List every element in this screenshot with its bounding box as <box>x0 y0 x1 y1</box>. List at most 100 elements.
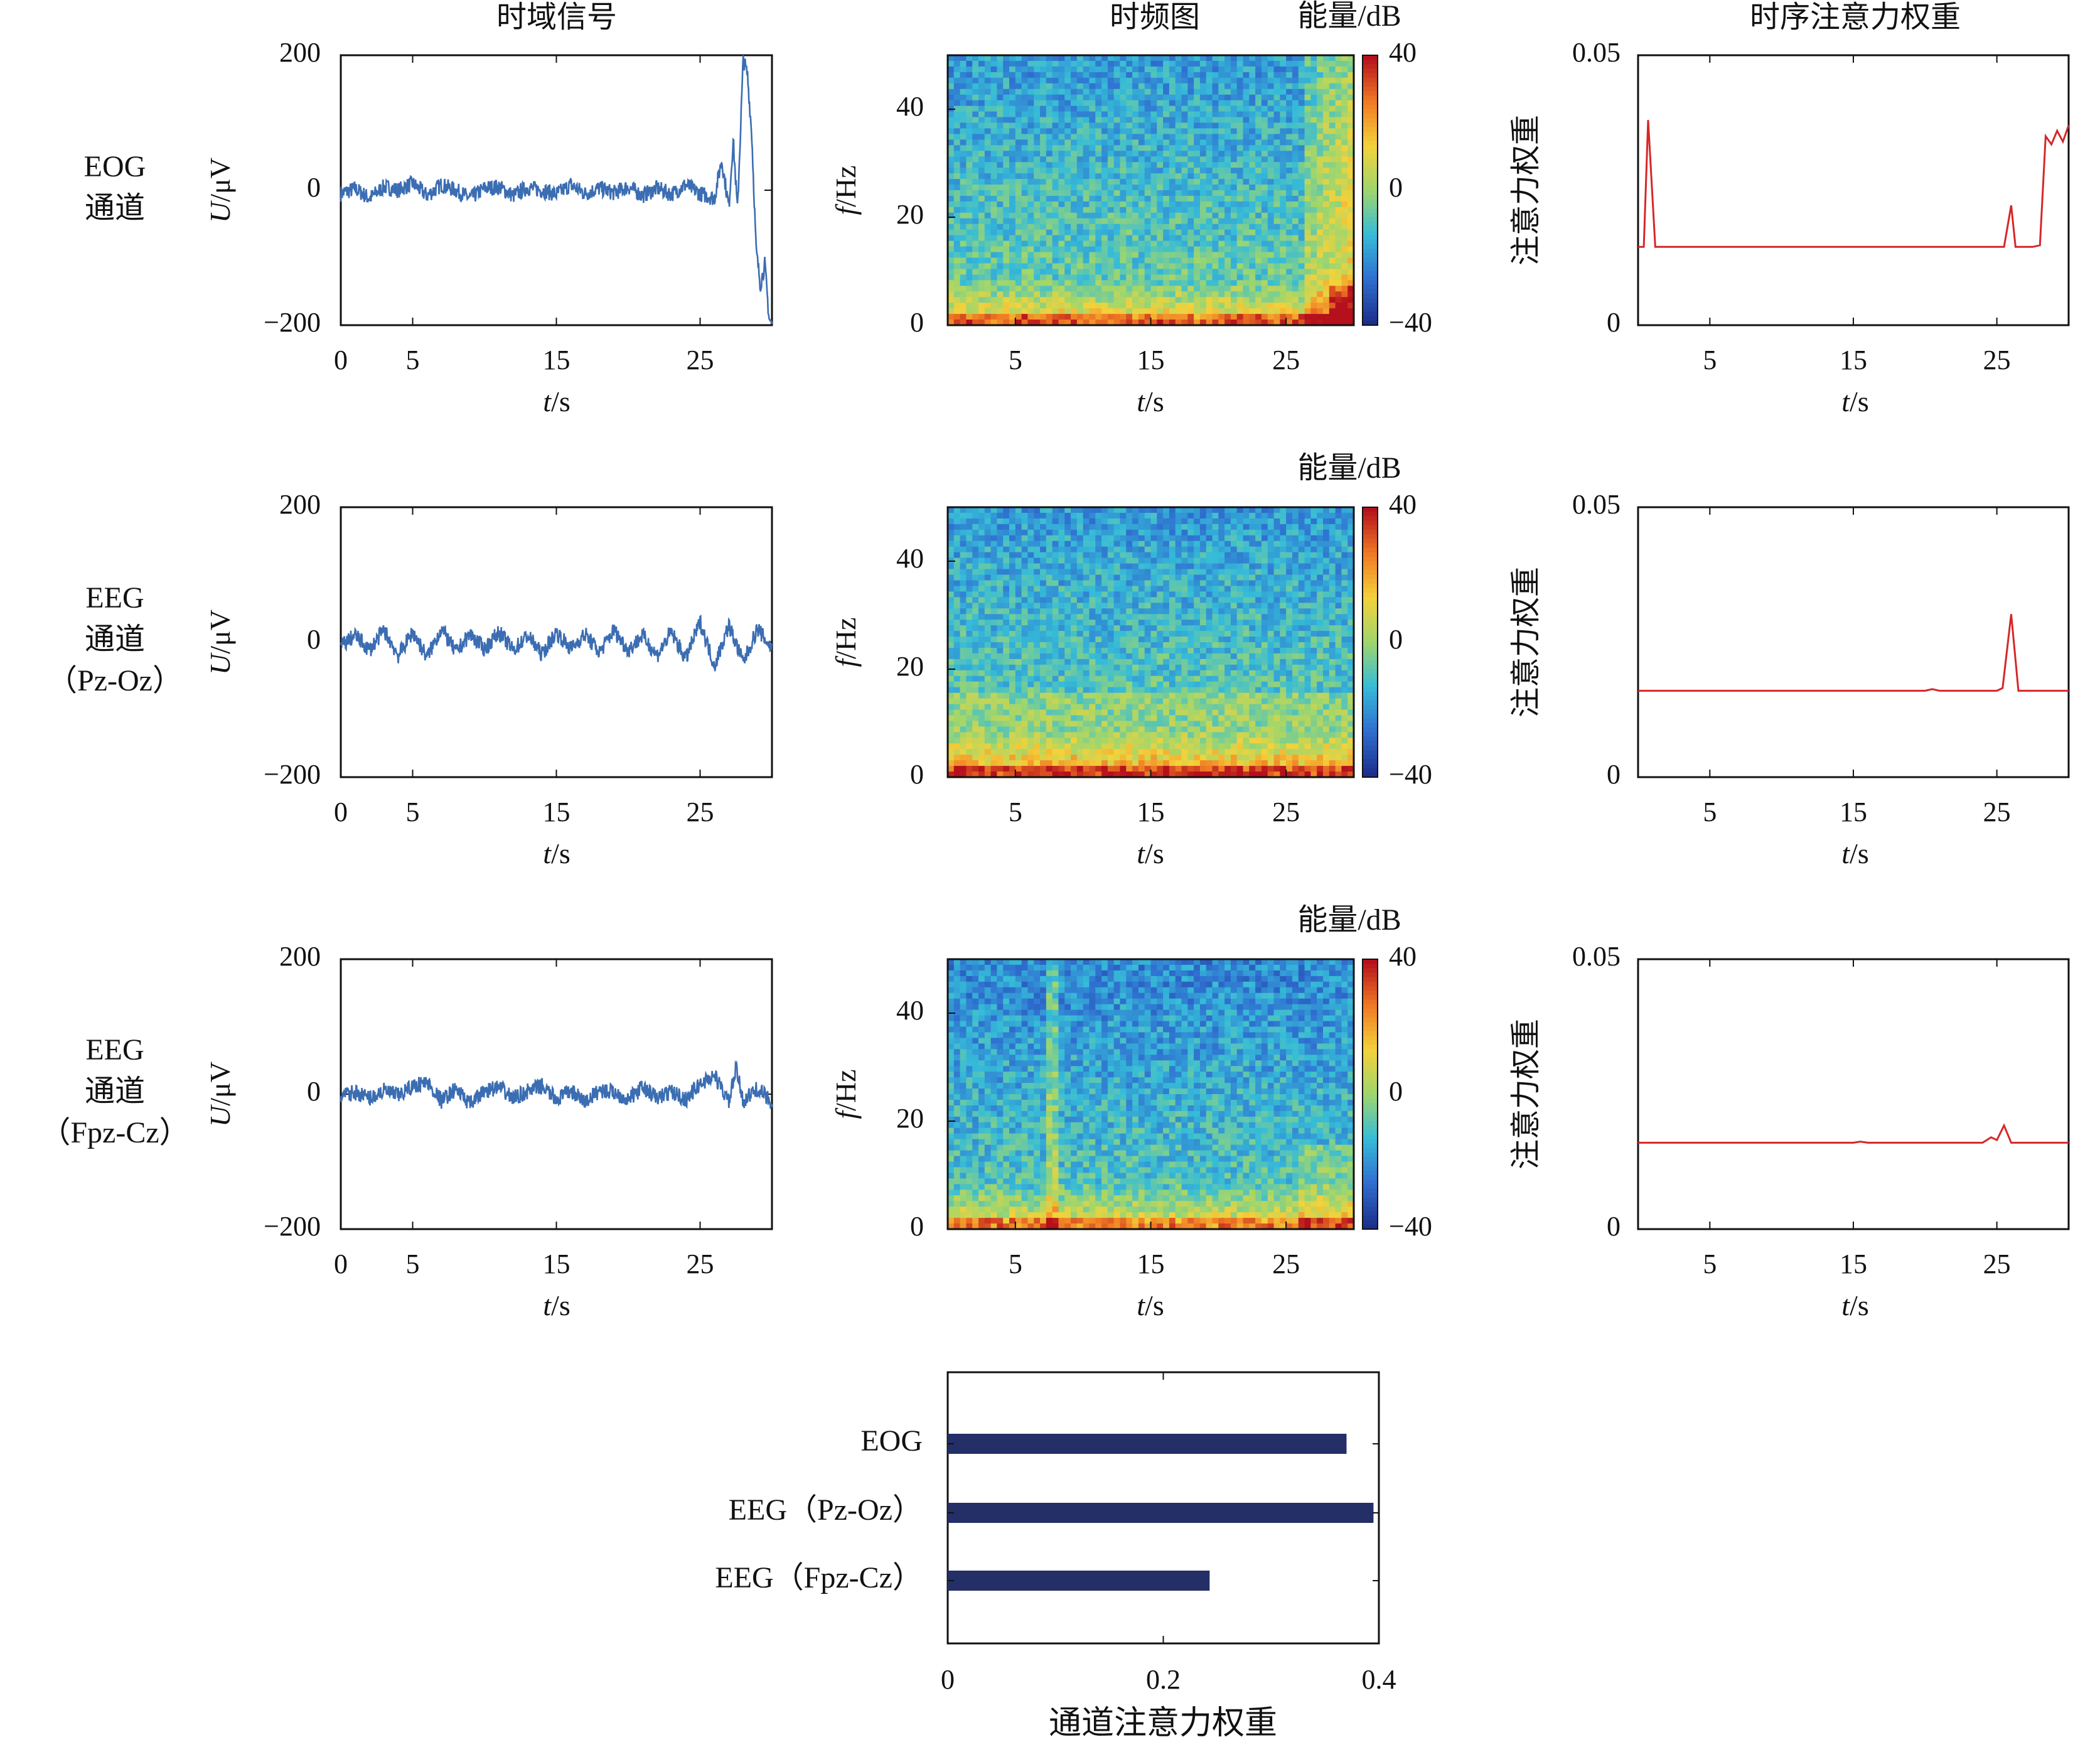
row1-tf-cell <box>1224 139 1231 146</box>
row1-colorbar-step <box>1363 82 1378 87</box>
row1-tf-cell <box>1064 156 1071 163</box>
row2-tf-cell <box>1015 552 1022 559</box>
row1-tf-cell <box>1144 66 1152 73</box>
row1-tf-cell <box>966 151 973 157</box>
row2-tf-cell <box>953 591 961 598</box>
row2-tf-cell <box>997 540 1004 547</box>
row1-tf-cell <box>1181 308 1188 314</box>
row2-tf-cell <box>1113 692 1121 699</box>
row1-colorbar-step <box>1363 131 1378 137</box>
row2-tf-cell <box>1046 664 1053 671</box>
row2-tf-cell <box>1021 755 1029 761</box>
row1-tf-cell <box>948 240 955 247</box>
row1-tf-cell <box>1101 190 1108 196</box>
row2-tf-cell <box>1126 563 1133 570</box>
row1-tf-cell <box>1212 156 1219 163</box>
row1-tf-cell <box>1034 218 1041 225</box>
row1-tf-cell <box>1101 286 1108 292</box>
row2-tf-cell <box>1095 591 1102 598</box>
row1-tf-cell <box>1071 55 1078 62</box>
row1-tf-cell <box>1175 94 1182 101</box>
row1-tf-cell <box>1335 117 1342 124</box>
row2-tf-cell <box>1021 512 1029 519</box>
row1-tf-cell <box>1255 212 1262 219</box>
row1-tf-cell <box>1101 195 1108 202</box>
row2-tf-cell <box>1009 642 1016 648</box>
row1-tf-cell <box>1089 314 1096 320</box>
row1-tf-cell <box>1224 111 1231 118</box>
row2-tf-cell <box>1034 552 1041 559</box>
row1-tf-cell <box>1317 286 1324 292</box>
row1-tf-cell <box>1157 83 1164 90</box>
row1-colorbar-step <box>1363 289 1378 294</box>
row1-tf-cell <box>1304 94 1311 101</box>
row1-tf-cell <box>1187 55 1194 62</box>
row1-tf-cell <box>1101 212 1108 219</box>
row2-tf-cell <box>1064 738 1071 744</box>
row2-tf-cell <box>1058 658 1065 665</box>
row1-tf-cell <box>1199 134 1207 140</box>
row2-tf-cell <box>1052 647 1059 654</box>
row2-tf-cell <box>1064 631 1071 637</box>
row2-tf-cell <box>1034 664 1041 671</box>
row1-tf-cell <box>978 139 985 146</box>
row1-tf-cell <box>1132 269 1139 275</box>
row1-tf-cell <box>1040 134 1047 140</box>
row2-tf-cell <box>972 546 979 553</box>
row2-tf-cell <box>1107 749 1115 755</box>
row1-colorbar-step <box>1363 239 1378 245</box>
row1-tf-cell <box>1224 60 1231 67</box>
row2-tf-cell <box>990 755 998 761</box>
row1-tf-cell <box>1206 263 1213 270</box>
row1-tf-cell <box>1003 218 1010 225</box>
row2-tf-cell <box>1076 580 1084 587</box>
row1-tf-cell <box>966 303 973 309</box>
row1-tf-cell <box>1267 308 1275 314</box>
row2-tf-cell <box>1034 631 1041 637</box>
row2-tf-cell <box>966 755 973 761</box>
row2-tf-cell <box>1021 631 1029 637</box>
row2-tf-cell <box>1132 529 1139 536</box>
row1-tf-cell <box>1194 246 1201 253</box>
row2-tf-cell <box>978 552 985 559</box>
row2-tf-cell <box>1126 625 1133 632</box>
row2-tf-cell <box>978 507 985 513</box>
row1-tf-cell <box>1322 235 1330 242</box>
row1-tf-cell <box>1329 89 1336 95</box>
row2-tf-cell <box>1076 512 1084 519</box>
row1-tf-cell <box>1058 156 1065 163</box>
row1-tf-cell <box>1175 246 1182 253</box>
row1-tf-cell <box>1132 291 1139 298</box>
row1-tf-cell <box>1169 55 1176 62</box>
row1-tf-cell <box>1298 229 1305 236</box>
row1-tf-cell <box>1126 151 1133 157</box>
row1-tf-cell <box>1347 77 1354 84</box>
row1-tf-cell <box>1107 257 1115 264</box>
row2-tf-cell <box>1120 586 1127 592</box>
row1-tf-cell <box>1009 257 1016 264</box>
row1-tf-cell <box>1212 94 1219 101</box>
row1-tf-cell <box>1199 179 1207 185</box>
row1-tf-cell <box>1206 60 1213 67</box>
row2-tf-cell <box>1157 529 1164 536</box>
row1-tf-cell <box>1322 246 1330 253</box>
row1-tf-cell <box>1175 60 1182 67</box>
row2-tf-cell <box>1089 715 1096 722</box>
row2-tf-cell <box>1058 732 1065 738</box>
row1-tf-cell <box>1255 156 1262 163</box>
row1-tf-cell <box>1083 286 1090 292</box>
row2-tf-cell <box>1015 642 1022 648</box>
row2-tf-cell <box>1064 681 1071 688</box>
row1-tf-cell <box>1064 134 1071 140</box>
row1-tf-cell <box>1021 111 1029 118</box>
row2-tf-cell <box>1003 524 1010 530</box>
row1-tf-cell <box>1181 145 1188 151</box>
row1-tf-cell <box>1224 286 1231 292</box>
row1-tf-cell <box>1107 212 1115 219</box>
row1-tf-cell <box>1052 83 1059 90</box>
row1-tf-cell <box>1273 185 1280 191</box>
row1-tf-cell <box>1273 269 1280 275</box>
row1-tf-cell <box>1157 179 1164 185</box>
row2-tf-cell <box>1071 715 1078 722</box>
